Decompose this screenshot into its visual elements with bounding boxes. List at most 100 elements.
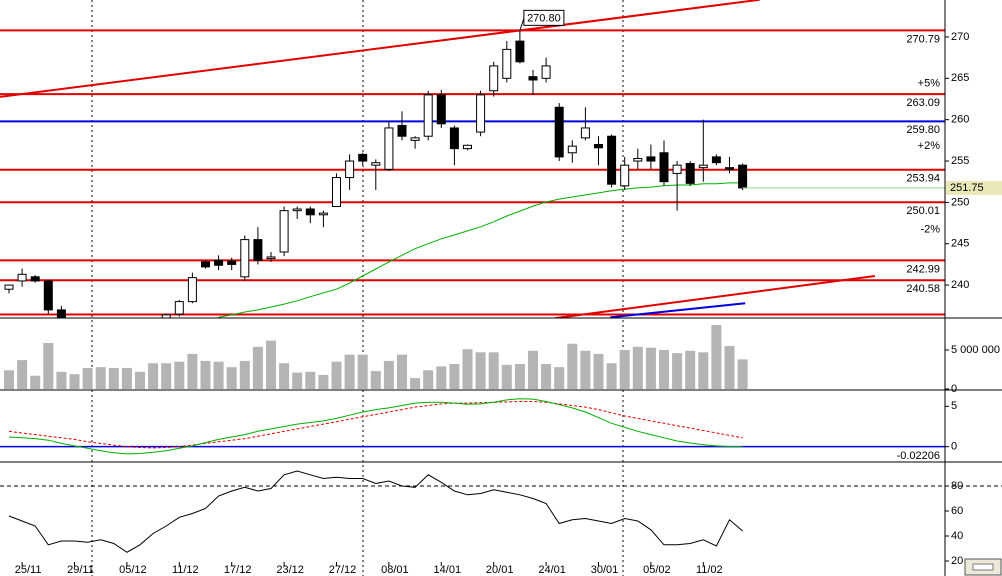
- y-tick-label: 60: [951, 505, 963, 517]
- level-label: 242.99: [906, 263, 940, 275]
- last-price-box: [946, 180, 1002, 195]
- panel: [4, 325, 748, 389]
- volume-bar: [659, 349, 669, 389]
- x-tick-label: 05/12: [119, 564, 147, 576]
- candle-body: [515, 40, 525, 63]
- annotation-leader: [519, 18, 525, 31]
- volume-bar: [95, 367, 106, 389]
- volume-bar: [292, 372, 303, 389]
- volume-bar: [383, 360, 394, 389]
- volume-bar: [606, 363, 617, 389]
- period-separators: [91, 0, 624, 576]
- candle-body: [56, 309, 66, 318]
- volume-bar: [121, 367, 132, 389]
- y-tick-label: 0: [951, 383, 957, 395]
- volume-bar: [698, 352, 709, 389]
- y-tick-label: 265: [951, 72, 969, 84]
- candle-body: [384, 127, 394, 170]
- volume-bar: [30, 375, 41, 389]
- candle-body: [371, 162, 381, 166]
- candle-body: [358, 153, 368, 162]
- candle-body: [30, 276, 40, 282]
- volume-bar: [305, 371, 316, 389]
- panel: [0, 398, 945, 455]
- level-label: 263.09: [906, 97, 940, 109]
- volume-bar: [567, 343, 578, 389]
- annotation-box: [523, 9, 565, 26]
- volume-bar: [318, 374, 329, 389]
- macd-last-label: -0.02206: [897, 450, 940, 462]
- level-label: 259.80: [906, 124, 940, 136]
- candle-body: [423, 94, 433, 137]
- candle-body: [646, 156, 656, 162]
- button-icon: [972, 563, 994, 571]
- trend-line: [555, 274, 876, 318]
- macd-line: [8, 398, 743, 455]
- volume-bar: [357, 354, 368, 389]
- volume-bar: [82, 367, 93, 389]
- level-label: 250.01: [906, 205, 940, 217]
- candle-body: [541, 65, 551, 79]
- candle-body: [292, 208, 302, 212]
- volume-bar: [108, 367, 119, 389]
- candle-body: [449, 127, 459, 150]
- scroll-button[interactable]: [964, 558, 1002, 576]
- volume-bar: [501, 364, 512, 389]
- candle-body: [620, 164, 630, 187]
- candle-body: [43, 280, 53, 311]
- y-tick-label: 250: [951, 196, 969, 208]
- volume-bar: [528, 350, 538, 389]
- x-tick-label: 08/01: [381, 564, 409, 576]
- x-tick-label: 27/12: [329, 564, 357, 576]
- volume-bar: [174, 361, 185, 389]
- candle-body: [528, 76, 538, 81]
- candle-body: [227, 260, 237, 265]
- y-tick-label: 260: [951, 114, 969, 126]
- x-tick-label: 14/01: [434, 564, 462, 576]
- volume-bar: [672, 353, 683, 389]
- volume-bar: [252, 346, 263, 389]
- volume-bar: [43, 342, 54, 389]
- candle-body: [685, 163, 695, 184]
- volume-bar: [541, 364, 552, 389]
- candle-body: [711, 156, 721, 164]
- candle-body: [17, 273, 27, 282]
- candle-body: [4, 284, 14, 290]
- volume-bar: [619, 349, 630, 389]
- y-tick-label: 255: [951, 155, 969, 167]
- candle-body: [318, 212, 328, 216]
- y-tick-label: 20: [951, 555, 963, 567]
- macd-signal: [8, 401, 743, 449]
- volume-bar: [593, 353, 604, 389]
- volume-bar: [17, 360, 28, 389]
- y-tick-label: 5 000 000: [951, 344, 1000, 356]
- volume-bar: [266, 340, 276, 389]
- candle-body: [476, 94, 486, 133]
- x-tick-label: 05/02: [643, 564, 671, 576]
- candle-body: [214, 259, 224, 266]
- band-label: -2%: [920, 223, 940, 235]
- candle-body: [397, 124, 407, 137]
- volume-bar: [462, 349, 473, 389]
- volume-bar: [161, 363, 172, 389]
- panel: [8, 470, 743, 553]
- candle-body: [161, 314, 171, 318]
- candle-body: [266, 256, 276, 260]
- candle-body: [738, 164, 748, 189]
- band-label: +2%: [918, 140, 941, 152]
- trend-line: [610, 302, 746, 318]
- x-tick-label: 20/01: [486, 564, 514, 576]
- volume-bar: [239, 360, 250, 389]
- volume-bar: [554, 367, 565, 389]
- y-tick-label: 5: [951, 400, 957, 412]
- candle-body: [410, 137, 420, 141]
- candle-body: [174, 301, 184, 315]
- candle-body: [253, 239, 263, 261]
- volume-bar: [148, 363, 159, 389]
- rsi-line: [8, 470, 743, 553]
- candle-body: [698, 164, 708, 169]
- x-tick-label: 29/11: [67, 564, 94, 576]
- candle-body: [594, 143, 603, 149]
